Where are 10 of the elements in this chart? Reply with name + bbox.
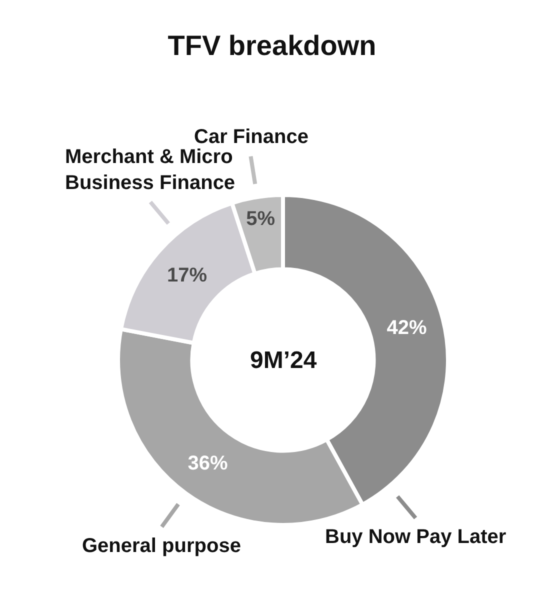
text: 9M’24 [250,347,318,374]
data-label: 5% [246,208,276,230]
slice-label: Merchant & Micro Business Finance [65,146,236,194]
slice-label: Car Finance [194,126,308,148]
data-label: 36% [188,452,228,474]
chart-title: TFV breakdown [168,30,376,61]
slice-label: Buy Now Pay Later [325,526,506,548]
data-label: 42% [386,317,427,340]
data-label: 17% [166,264,208,286]
slice-label: General purpose [82,535,241,557]
